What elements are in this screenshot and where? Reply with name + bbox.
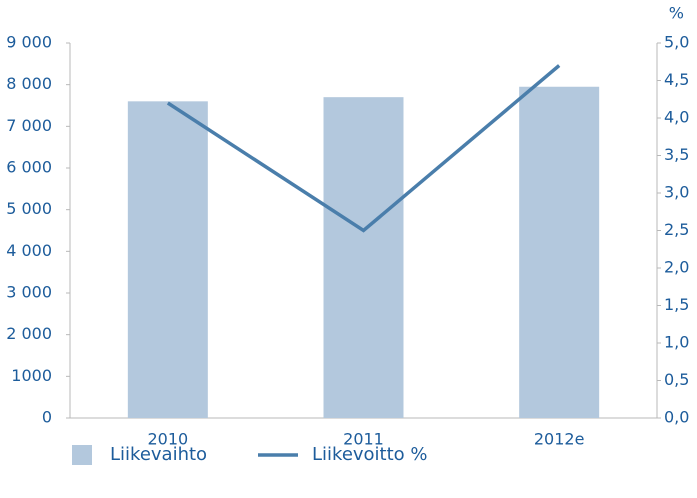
bar <box>127 101 208 418</box>
y2-axis-label: % <box>669 4 684 23</box>
y2-tick-label: 2,5 <box>664 220 689 239</box>
y2-tick-label: 3,0 <box>664 183 689 202</box>
y-tick-label: 4 000 <box>6 241 52 260</box>
y2-tick-label: 1,0 <box>664 333 689 352</box>
y-tick-label: 0 <box>42 408 52 427</box>
y-tick-label: 2 000 <box>6 324 52 343</box>
bar <box>519 86 600 418</box>
y2-tick-label: 1,5 <box>664 295 689 314</box>
legend-label: Liikevaihto <box>110 444 207 465</box>
y2-tick-label: 5,0 <box>664 33 689 52</box>
y2-tick-label: 3,5 <box>664 145 689 164</box>
x-tick-label: 2011 <box>343 430 384 449</box>
y-tick-label: 3 000 <box>6 283 52 302</box>
x-tick-label: 2010 <box>147 430 188 449</box>
y2-tick-label: 0,5 <box>664 370 689 389</box>
bar <box>323 97 404 419</box>
y2-tick-label: 0,0 <box>664 408 689 427</box>
y2-tick-label: 4,0 <box>664 108 689 127</box>
x-tick-label: 2012e <box>534 430 585 449</box>
y-tick-label: 9 000 <box>6 33 52 52</box>
y2-tick-label: 2,0 <box>664 258 689 277</box>
legend-label: Liikevoitto % <box>312 444 428 465</box>
y-tick-label: 7 000 <box>6 116 52 135</box>
y-tick-label: 5 000 <box>6 199 52 218</box>
line <box>166 64 561 233</box>
y-tick-label: 1000 <box>11 366 52 385</box>
y-tick-label: 6 000 <box>6 158 52 177</box>
y-tick-label: 8 000 <box>6 74 52 93</box>
legend-swatch <box>72 445 92 465</box>
y2-tick-label: 4,5 <box>664 70 689 89</box>
